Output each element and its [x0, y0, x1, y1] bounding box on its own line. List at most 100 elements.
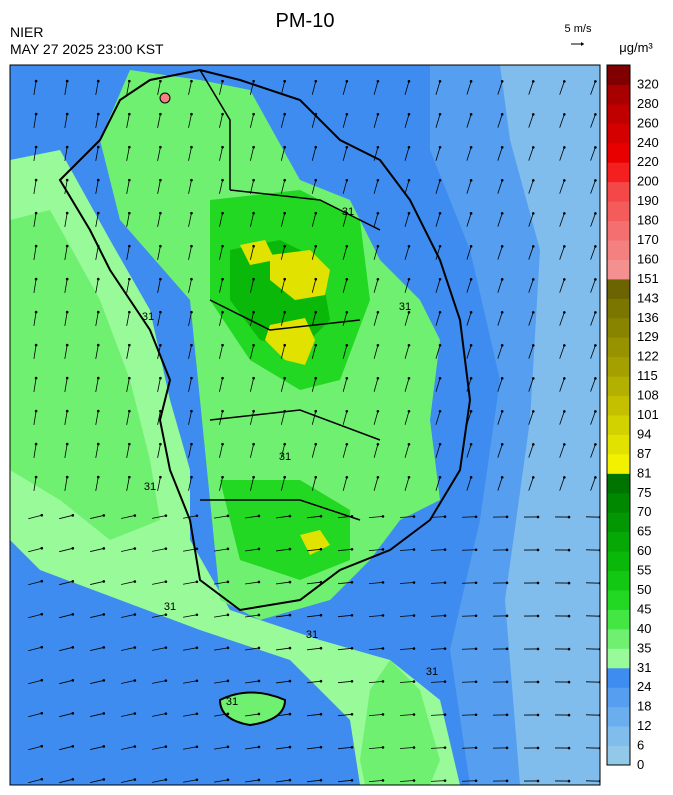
wind-arrow-head [40, 513, 44, 517]
wind-arrow-head [469, 146, 473, 149]
wind-arrow [373, 477, 379, 491]
wind-arrow-head [34, 442, 38, 446]
wind-arrow [435, 279, 441, 293]
wind-arrow-head [314, 79, 318, 83]
wind-arrow-head [531, 179, 535, 182]
wind-arrow-head [505, 746, 509, 750]
contour-labels: 31 31 31 31 31 31 31 31 31 [142, 206, 438, 708]
wind-arrow [528, 114, 534, 128]
contour-label: 31 [144, 481, 156, 493]
wind-arrow [590, 312, 596, 326]
wind-arrow [250, 279, 254, 293]
colorbar-label: 160 [637, 251, 659, 266]
wind-arrow [188, 180, 192, 194]
wind-arrow-head [531, 146, 535, 149]
wind-arrow [126, 147, 130, 161]
wind-arrow-head [221, 475, 224, 479]
wind-arrow-head [96, 178, 100, 182]
wind-arrow [280, 279, 286, 293]
wind-arrow-head [96, 211, 100, 215]
wind-arrow-head [469, 278, 473, 281]
wind-arrow-head [407, 211, 411, 215]
colorbar-label: 220 [637, 154, 659, 169]
wind-arrow [590, 477, 596, 491]
wind-arrow [342, 246, 348, 260]
wind-arrow [590, 345, 596, 359]
wind-arrow-head [563, 278, 566, 281]
wind-arrow-head [65, 442, 69, 446]
wind-arrow-head [288, 580, 292, 584]
wind-arrow [399, 747, 415, 749]
wind-arrow-head [288, 712, 292, 716]
wind-arrow-head [505, 779, 509, 783]
wind-arrow [245, 548, 259, 552]
wind-arrow [157, 477, 161, 491]
wind-arrow [64, 180, 68, 194]
wind-arrow-head [133, 679, 137, 682]
wind-arrow-head [407, 442, 411, 446]
wind-arrow [466, 378, 472, 392]
wind-arrow [121, 779, 135, 783]
wind-arrow-head [443, 713, 447, 716]
wind-arrow-head [376, 145, 380, 149]
wind-arrow [126, 81, 130, 95]
wind-arrow-head [288, 745, 292, 749]
wind-arrow-head [283, 178, 286, 182]
green-south [220, 480, 350, 580]
wind-arrow-head [345, 145, 349, 149]
wind-arrow-head [376, 409, 380, 413]
wind-arrow [461, 780, 477, 782]
wind-arrow [399, 516, 415, 518]
wind-arrow-head [345, 409, 349, 413]
wind-arrow-head [594, 311, 597, 314]
wind-arrow-head [412, 647, 416, 650]
wind-arrow-head [567, 713, 571, 717]
colorbar-bin [607, 84, 630, 105]
colorbar-bin [607, 551, 630, 572]
contour-label: 31 [342, 206, 354, 218]
wind-arrow [188, 213, 192, 227]
wind-arrow-head [283, 277, 286, 281]
wind-arrow [214, 614, 228, 618]
wind-arrow [59, 514, 73, 520]
wind-arrow [342, 180, 348, 194]
wind-arrow-head [159, 244, 162, 248]
wind-arrow-head [594, 377, 597, 380]
wind-arrow-head [159, 178, 162, 182]
wind-arrow [311, 477, 317, 491]
colorbar-bin [607, 531, 630, 552]
wind-arrow-head [252, 277, 255, 281]
wind-arrow [28, 712, 42, 718]
wind-arrow-head [567, 746, 571, 750]
wind-arrow-head [376, 475, 380, 479]
wind-arrow-head [531, 377, 535, 380]
colorbar-bin [607, 473, 630, 494]
wind-arrow-head [133, 613, 137, 616]
wind-arrow [373, 345, 379, 359]
wind-arrow [590, 81, 596, 95]
wind-arrow-head [40, 579, 44, 583]
wind-arrow [157, 147, 161, 161]
wind-arrow-head [226, 745, 230, 749]
wind-arrow-head [226, 613, 230, 617]
wind-arrow [188, 279, 192, 293]
wind-arrow [311, 246, 317, 260]
wind-arrow [528, 411, 534, 425]
wind-arrow [590, 279, 596, 293]
wind-arrow [152, 680, 166, 684]
colorbar-label: 31 [637, 660, 651, 675]
wind-arrow [126, 312, 130, 326]
wind-arrow [28, 778, 42, 784]
wind-arrow [528, 378, 534, 392]
wind-arrow [528, 246, 534, 260]
wind-arrow-head [34, 310, 38, 314]
wind-arrow [430, 780, 446, 782]
wind-arrow-head [594, 245, 597, 248]
wind-scale-head [581, 42, 584, 46]
wind-arrow-head [159, 277, 162, 281]
wind-arrow [152, 746, 166, 750]
wind-arrow-head [133, 712, 137, 715]
wind-arrow [59, 646, 73, 652]
wind-arrow-head [71, 712, 75, 715]
wind-arrow [528, 345, 534, 359]
